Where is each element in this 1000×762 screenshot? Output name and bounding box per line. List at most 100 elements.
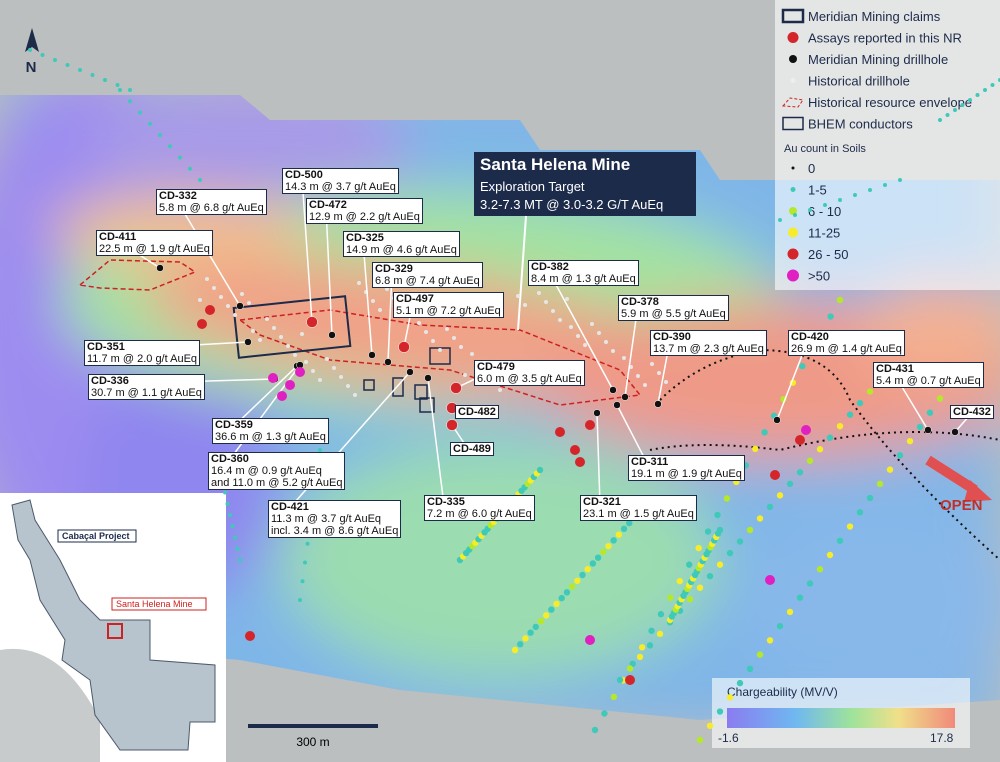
historical-drillhole: [459, 345, 463, 349]
intercept: incl. 3.4 m @ 8.6 g/t AuEq: [271, 525, 399, 537]
soil-sample: [648, 627, 655, 634]
soil-sample: [591, 726, 599, 734]
intercept: 36.6 m @ 1.3 g/t AuEq: [215, 431, 326, 443]
colorbar-min: -1.6: [718, 731, 739, 745]
drillhole-label: CD-489: [450, 442, 494, 456]
soil-sample: [716, 526, 724, 534]
soil-sample: [826, 551, 834, 559]
historical-drillhole: [293, 353, 297, 357]
soil-sample: [906, 437, 914, 445]
intercept: 5.8 m @ 6.8 g/t AuEq: [159, 202, 264, 214]
soil-sample: [799, 362, 806, 370]
soil-sample: [756, 515, 764, 522]
intercept: 26.9 m @ 1.4 g/t AuEq: [791, 343, 902, 355]
soil-sample: [28, 48, 32, 52]
soil-sample: [646, 642, 654, 649]
soil-legend-label: 11-25: [808, 226, 840, 241]
soil-sample: [766, 503, 774, 511]
soil-sample: [148, 121, 152, 126]
soil-sample: [926, 409, 934, 416]
historical-drillhole: [265, 317, 269, 321]
soil-sample: [776, 622, 784, 630]
drillhole-id: CD-351: [87, 341, 125, 353]
soil-sample: [620, 525, 628, 533]
legend-symbol: [787, 32, 799, 43]
soil-sample: [696, 584, 704, 591]
historical-drillhole: [272, 326, 276, 330]
historical-drillhole: [498, 388, 502, 392]
inset-terrain: [0, 648, 100, 762]
sample: [795, 435, 805, 445]
soil-sample: [761, 429, 768, 436]
soil-sample: [806, 580, 814, 587]
soil-sample: [198, 178, 202, 182]
sample: [277, 391, 287, 401]
soil-sample: [128, 99, 132, 104]
sample: [801, 425, 811, 435]
historical-drillhole: [523, 303, 527, 307]
soil-sample: [714, 511, 721, 519]
soil-legend-symbol: [787, 248, 799, 260]
soil-sample: [615, 531, 623, 538]
drillhole-label: CD-420 26.9 m @ 1.4 g/t AuEq: [788, 330, 905, 356]
drillhole: [236, 302, 244, 310]
soil-sample: [300, 579, 305, 584]
historical-drillhole: [385, 287, 389, 291]
soil-sample: [736, 679, 744, 687]
soil-sample: [168, 144, 172, 149]
historical-drillhole: [332, 366, 336, 370]
historical-drillhole: [304, 360, 308, 364]
soil-sample: [808, 208, 812, 212]
leader-line: [427, 377, 445, 506]
soil-sample: [40, 53, 45, 57]
legend-panel: [775, 0, 1000, 290]
soil-sample: [605, 542, 612, 550]
soil-sample: [594, 554, 602, 561]
historical-drillhole: [286, 344, 290, 348]
soil-sample: [115, 83, 120, 87]
soil-sample: [838, 198, 842, 202]
soil-sample: [836, 422, 844, 430]
legend-label: Assays reported in this NR: [808, 31, 962, 46]
historical-drillhole: [452, 336, 456, 340]
soil-sample: [90, 73, 95, 77]
historical-drillhole: [417, 321, 421, 325]
drillhole-label: CD-411 22.5 m @ 1.9 g/t AuEq: [96, 230, 213, 256]
historical-drillhole: [583, 343, 587, 347]
historical-drillhole: [205, 277, 209, 281]
intercept: 6.8 m @ 7.4 g/t AuEq: [375, 275, 480, 287]
soil-sample: [746, 526, 754, 534]
soil-sample: [626, 519, 633, 527]
soil-sample: [853, 193, 857, 197]
intercept: 14.9 m @ 4.6 g/t AuEq: [346, 244, 457, 256]
soil-legend-label: 1-5: [808, 183, 827, 198]
north-arrow: [25, 28, 39, 52]
soil-legend-symbol: [791, 166, 795, 170]
soil-sample: [656, 630, 664, 638]
drillhole: [924, 426, 932, 434]
soil-sample: [883, 183, 887, 187]
intercept: 22.5 m @ 1.9 g/t AuEq: [99, 243, 210, 255]
intercept: 12.9 m @ 2.2 g/t AuEq: [309, 211, 420, 223]
soil-legend-label: 6 - 10: [808, 204, 841, 219]
soil-sample: [766, 637, 774, 644]
historical-drillhole: [551, 309, 555, 313]
drillhole-id: CD-336: [91, 375, 129, 387]
dotted-boundary: [649, 431, 1000, 452]
soil-sample: [537, 617, 545, 625]
drillhole-id: CD-360: [211, 453, 249, 465]
soil-sample: [298, 598, 302, 602]
drillhole-id: CD-479: [477, 361, 515, 373]
sample: [570, 445, 580, 455]
historical-drillhole: [198, 298, 202, 302]
soil-sample: [806, 457, 814, 464]
soil-sample: [178, 155, 182, 160]
soil-sample: [667, 594, 674, 601]
soil-sample: [589, 560, 597, 567]
assay-drillhole: [446, 419, 458, 431]
soil-sample: [886, 466, 894, 473]
historical-drillhole: [371, 299, 375, 303]
drillhole-id: CD-500: [285, 169, 323, 181]
legend-label: Meridian Mining claims: [808, 9, 941, 24]
